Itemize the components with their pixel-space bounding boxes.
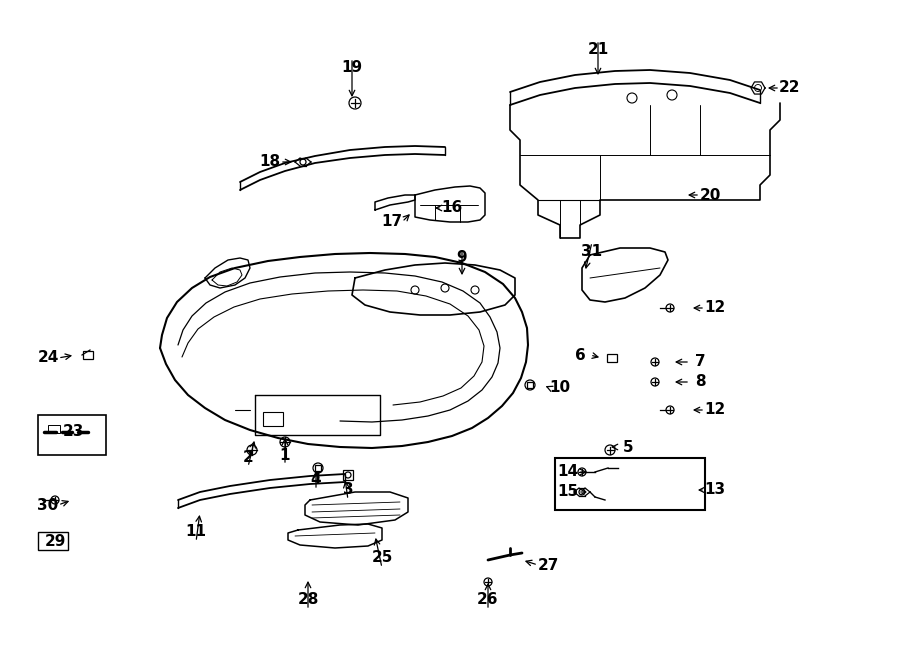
Text: 17: 17 <box>382 215 402 229</box>
Text: 13: 13 <box>705 483 725 498</box>
Text: 4: 4 <box>310 473 321 488</box>
Text: 9: 9 <box>456 251 467 266</box>
Text: 31: 31 <box>581 245 603 260</box>
Text: 22: 22 <box>779 81 801 95</box>
Text: 12: 12 <box>705 403 725 418</box>
Text: 20: 20 <box>699 188 721 202</box>
Text: 2: 2 <box>243 449 254 465</box>
Text: 21: 21 <box>588 42 608 58</box>
Text: 14: 14 <box>557 465 579 479</box>
Text: 25: 25 <box>372 551 392 566</box>
Text: 29: 29 <box>44 535 66 549</box>
Bar <box>527 382 533 388</box>
Text: 28: 28 <box>297 592 319 607</box>
Text: 18: 18 <box>259 155 281 169</box>
Bar <box>83 351 93 359</box>
Bar <box>607 354 617 362</box>
Text: 3: 3 <box>343 483 354 498</box>
Text: 19: 19 <box>341 61 363 75</box>
Text: 26: 26 <box>477 592 499 607</box>
Bar <box>263 412 283 426</box>
Text: 24: 24 <box>37 350 58 366</box>
Bar <box>38 532 68 550</box>
Text: 11: 11 <box>185 524 206 539</box>
Bar <box>48 425 60 433</box>
Text: 8: 8 <box>695 375 706 389</box>
Text: 10: 10 <box>549 381 571 395</box>
Text: 16: 16 <box>441 200 463 215</box>
Bar <box>315 465 321 471</box>
Text: 1: 1 <box>280 447 290 463</box>
Text: 6: 6 <box>574 348 585 362</box>
Text: 23: 23 <box>62 424 84 440</box>
Text: 30: 30 <box>38 498 58 512</box>
Bar <box>555 458 705 510</box>
Bar <box>38 415 106 455</box>
Text: 5: 5 <box>623 440 634 455</box>
Text: 15: 15 <box>557 485 579 500</box>
Text: 12: 12 <box>705 301 725 315</box>
Text: 7: 7 <box>695 354 706 369</box>
Text: 27: 27 <box>537 557 559 572</box>
